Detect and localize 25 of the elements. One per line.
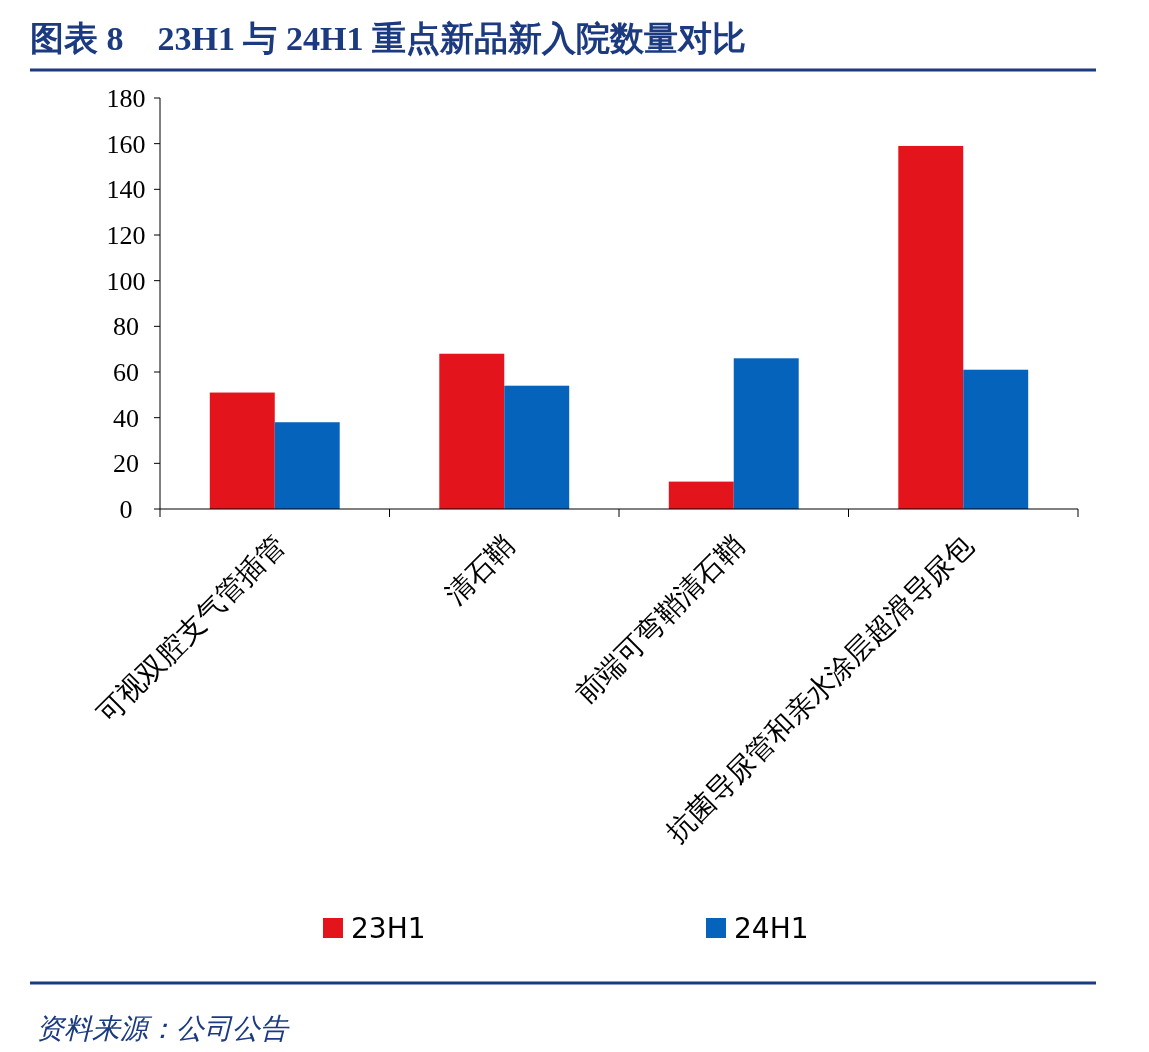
y-tick-label: 120 <box>106 221 146 251</box>
y-tick-label: 140 <box>106 175 146 205</box>
bar <box>504 385 570 509</box>
text: 资料来源：公司公告 <box>36 1013 290 1044</box>
y-tick-label: 180 <box>106 84 146 114</box>
x-tick-label: 清石鞘 <box>438 528 522 612</box>
y-tick-label: 100 <box>106 266 146 296</box>
x-tick-label: 可视双腔支气管插管 <box>90 528 292 731</box>
y-tick-label: 80 <box>113 312 139 342</box>
y-tick-label: 160 <box>106 129 146 159</box>
legend-label: 24H1 <box>734 911 809 945</box>
y-tick-label: 0 <box>119 495 133 525</box>
bar <box>898 145 964 509</box>
x-tick-label: 前端可弯鞘清石鞘 <box>568 528 751 711</box>
chart-title: 图表 8 23H1 与 24H1 重点新品新入院数量对比 <box>30 20 746 57</box>
bar <box>209 392 275 509</box>
legend-label: 23H1 <box>351 911 426 945</box>
bar <box>963 369 1029 509</box>
y-tick-label: 20 <box>113 449 139 479</box>
y-tick-label: 40 <box>113 403 139 433</box>
bar <box>274 422 340 509</box>
bar <box>733 358 799 509</box>
y-tick-label: 60 <box>113 358 139 388</box>
bar <box>439 353 505 509</box>
bar <box>668 481 734 509</box>
